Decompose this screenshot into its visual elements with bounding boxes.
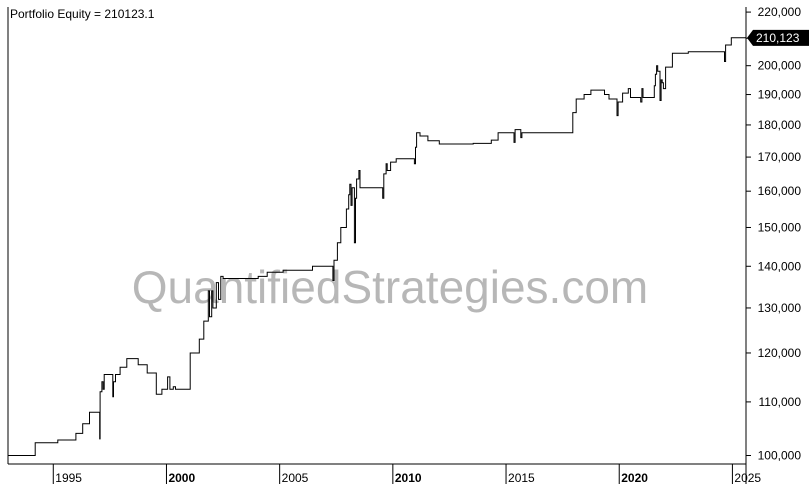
x-tick-label: 2015 — [508, 471, 535, 485]
plot-frame — [7, 7, 747, 484]
y-tick-label: 100,000 — [758, 449, 802, 463]
x-tick-label: 2010 — [395, 471, 422, 485]
x-tick-label: 2025 — [734, 471, 761, 485]
x-tick-label: 2005 — [282, 471, 309, 485]
x-axis: 1995 2000 2005 2010 2015 2020 2025 — [52, 464, 761, 485]
equity-series-line — [8, 37, 747, 456]
y-tick-label: 200,000 — [758, 59, 802, 73]
y-tick-label: 160,000 — [758, 184, 802, 198]
y-tick-label: 150,000 — [758, 220, 802, 234]
last-value-label: 210,123 — [756, 31, 800, 45]
y-tick-label: 180,000 — [758, 118, 802, 132]
y-tick-label: 130,000 — [758, 301, 802, 315]
chart-title: Portfolio Equity = 210123.1 — [10, 7, 155, 21]
x-tick-label: 2020 — [621, 471, 648, 485]
y-tick-label: 110,000 — [759, 395, 802, 409]
badge-background — [747, 29, 809, 46]
y-tick-label: 120,000 — [758, 346, 802, 360]
y-tick-label: 220,000 — [758, 5, 802, 19]
y-tick-label: 140,000 — [758, 259, 802, 273]
x-tick-label: 2000 — [168, 471, 195, 485]
x-tick-label: 1995 — [55, 471, 82, 485]
y-tick-label: 170,000 — [758, 150, 802, 164]
y-tick-label: 190,000 — [758, 88, 802, 102]
watermark-text: QuantifiedStrategies.com — [132, 261, 649, 313]
last-value-badge: 210,123 — [747, 29, 809, 46]
